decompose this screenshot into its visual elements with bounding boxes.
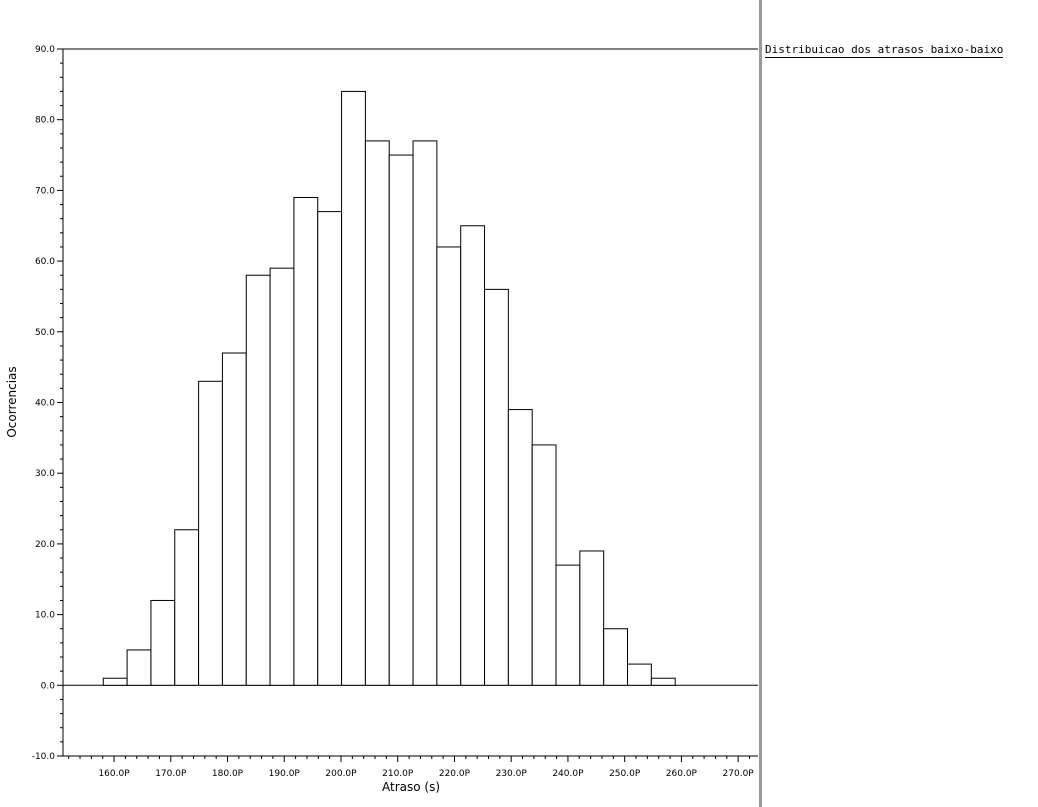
x-tick-label: 160.0P — [98, 769, 130, 779]
y-tick-label: 0.0 — [41, 681, 56, 691]
x-tick-label: 220.0P — [439, 769, 471, 779]
x-tick-label: 180.0P — [212, 769, 244, 779]
histogram-bar — [317, 211, 343, 686]
y-tick-label: 30.0 — [35, 469, 55, 479]
histogram-plot: -10.0 0.0 10.0 20.0 30.0 40.0 50.0 60.0 70.0 80.0… — [5, 45, 758, 794]
histogram-bar — [460, 225, 486, 686]
histogram-bar — [269, 267, 295, 686]
x-tick-label: 200.0P — [325, 769, 357, 779]
x-tick-label: 260.0P — [666, 769, 698, 779]
histogram-bar — [531, 444, 557, 686]
histogram-bar — [436, 246, 462, 686]
y-tick-label: 80.0 — [35, 116, 55, 126]
histogram-bar — [507, 409, 533, 686]
ticks: -10.0 0.0 10.0 20.0 30.0 40.0 50.0 60.0 70.0 80.0… — [32, 45, 755, 779]
histogram-bar — [579, 550, 605, 686]
histogram-bar — [603, 628, 629, 686]
histogram-bar — [126, 649, 152, 686]
x-axis-label: Atraso (s) — [382, 780, 440, 794]
histogram-bar — [555, 564, 581, 686]
y-tick-label: 50.0 — [35, 328, 55, 338]
x-tick-label: 270.0P — [723, 769, 755, 779]
x-tick-label: 230.0P — [496, 769, 528, 779]
x-tick-label: 210.0P — [382, 769, 414, 779]
histogram-bar — [650, 677, 676, 686]
x-tick-label: 190.0P — [269, 769, 301, 779]
x-tick-label: 170.0P — [155, 769, 187, 779]
y-axis-label: Ocorrencias — [5, 366, 19, 437]
panel-divider[interactable] — [759, 0, 762, 807]
x-tick-label: 240.0P — [552, 769, 584, 779]
y-tick-label: 60.0 — [35, 257, 55, 267]
histogram-bar — [388, 154, 414, 686]
y-tick-label: 20.0 — [35, 540, 55, 550]
histogram-bar — [198, 380, 223, 686]
y-tick-label: 10.0 — [35, 611, 55, 621]
histogram-bar — [341, 90, 366, 686]
histogram-bar — [245, 274, 271, 686]
histogram-bar — [627, 663, 652, 686]
histogram-bar — [150, 599, 176, 686]
x-tick-label: 250.0P — [609, 769, 641, 779]
histogram-bar — [412, 140, 438, 686]
legend-title: Distribuicao dos atrasos baixo-baixo — [765, 43, 1004, 58]
y-tick-label: 40.0 — [35, 399, 55, 409]
legend-panel: Distribuicao dos atrasos baixo-baixo — [762, 0, 1038, 807]
histogram-bar — [221, 352, 247, 686]
histogram-bar — [102, 677, 128, 686]
histogram-bar — [174, 529, 200, 686]
bars — [102, 90, 676, 686]
histogram-bar — [293, 196, 319, 686]
histogram-bar — [484, 288, 509, 686]
y-tick-label: 70.0 — [35, 186, 55, 196]
y-tick-label: 90.0 — [35, 45, 55, 55]
y-tick-label: -10.0 — [32, 752, 56, 762]
histogram-bar — [364, 140, 390, 686]
